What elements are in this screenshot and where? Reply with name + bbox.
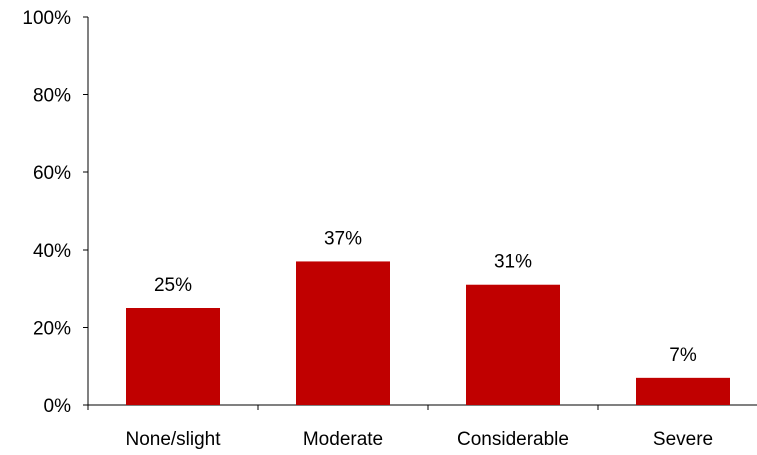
y-tick-label: 60% [33,163,71,184]
x-tick-label: None/slight [125,429,221,450]
bar-data-label: 7% [669,345,697,366]
x-tick-label: Considerable [457,429,569,450]
bars [126,261,730,405]
bar-data-label: 31% [494,252,532,273]
y-tick-label: 80% [33,86,71,107]
bar-data-label: 25% [154,275,192,296]
bar-data-label: 37% [324,228,362,249]
x-axis: None/slight Moderate Considerable Severe [87,404,757,450]
y-tick-label: 0% [44,396,72,417]
bar-severe [636,377,730,405]
x-tick-label: Severe [653,429,713,450]
bar-considerable [466,284,560,405]
bar-none-slight [126,308,220,405]
y-axis: 0% 20% 40% 60% 80% 100% [22,8,89,417]
y-tick-label: 100% [22,8,71,29]
y-tick-label: 40% [33,241,71,262]
y-tick-label: 20% [33,318,71,339]
bar-moderate [296,261,390,405]
x-tick-label: Moderate [303,429,383,450]
data-labels: 25% 37% 31% 7% [154,228,697,365]
